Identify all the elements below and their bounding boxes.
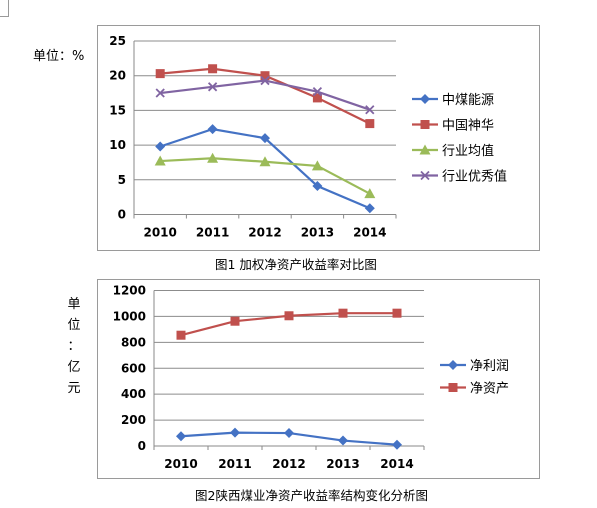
chart2-legend-label: 净资产 bbox=[470, 382, 509, 397]
chart2-ytick-label: 200 bbox=[121, 413, 146, 427]
chart2-ytick-label: 0 bbox=[138, 439, 146, 453]
chart2-xtick-label: 2012 bbox=[272, 457, 305, 471]
chart1-legend-label: 中国神华 bbox=[442, 119, 494, 134]
corner-mark bbox=[0, 0, 9, 17]
chart1-ytick-label: 15 bbox=[109, 103, 126, 117]
chart2-data-point bbox=[284, 428, 294, 439]
chart2-unit-label: 单 位 ： 亿 元 bbox=[66, 294, 82, 399]
chart1-xtick-label: 2011 bbox=[196, 226, 229, 240]
chart2-data-point bbox=[392, 308, 402, 318]
chart1-legend-marker bbox=[420, 170, 430, 181]
chart2-legend-marker bbox=[448, 383, 458, 392]
chart1-ytick-label: 5 bbox=[118, 173, 126, 187]
chart2-xtick-label: 2014 bbox=[380, 457, 413, 471]
chart1-legend-marker bbox=[420, 120, 430, 129]
chart2-ytick-label: 400 bbox=[121, 387, 146, 401]
chart1-frame bbox=[97, 25, 540, 251]
chart1-data-point bbox=[207, 82, 218, 92]
chart1-xtick-label: 2012 bbox=[248, 226, 281, 240]
chart1-data-point bbox=[154, 155, 166, 166]
chart1-data-point bbox=[312, 87, 323, 97]
chart1-data-point bbox=[207, 152, 219, 163]
chart2-data-point bbox=[230, 316, 240, 326]
chart2-xtick-label: 2013 bbox=[326, 457, 359, 471]
chart1-data-point bbox=[208, 64, 218, 74]
chart1-ytick-label: 10 bbox=[109, 138, 126, 152]
chart1-data-point bbox=[259, 156, 271, 167]
chart1-data-point bbox=[365, 105, 375, 115]
chart2-data-point bbox=[176, 330, 186, 340]
chart1-data-point bbox=[260, 75, 270, 86]
chart1-data-point bbox=[260, 133, 270, 144]
chart2-legend-label: 净利润 bbox=[470, 359, 509, 374]
chart1-ytick-label: 0 bbox=[118, 208, 126, 222]
chart1-data-point bbox=[364, 188, 376, 199]
chart1-xtick-label: 2010 bbox=[143, 226, 176, 240]
chart2-ytick-label: 800 bbox=[121, 335, 146, 349]
chart2-data-point bbox=[338, 308, 348, 318]
chart2-ytick-label: 1000 bbox=[113, 309, 146, 323]
chart2-xtick-label: 2011 bbox=[218, 457, 251, 471]
chart1-data-point bbox=[364, 203, 375, 214]
chart1-legend-marker bbox=[419, 144, 431, 155]
chart2-data-point bbox=[230, 427, 240, 438]
chart2-data-point bbox=[176, 431, 186, 442]
chart1-data-point bbox=[155, 141, 166, 152]
chart2-data-point bbox=[392, 439, 402, 450]
chart2-unit-text: 单 位 ： 亿 元 bbox=[67, 297, 81, 396]
chart1-legend-label: 行业优秀值 bbox=[442, 169, 507, 185]
chart1-data-point bbox=[155, 88, 165, 98]
chart2-data-point bbox=[284, 311, 294, 321]
chart2-xtick-label: 2010 bbox=[164, 457, 197, 471]
chart2-legend-marker bbox=[448, 360, 458, 370]
chart1-data-point bbox=[260, 71, 270, 81]
chart2-data-point bbox=[338, 435, 348, 446]
chart2-caption: 图2陕西煤业净资产收益率结构变化分析图 bbox=[195, 488, 428, 503]
chart1-xtick-label: 2014 bbox=[353, 226, 386, 240]
chart1-data-point bbox=[312, 181, 323, 192]
chart1-data-point bbox=[207, 124, 218, 135]
chart1-caption: 图1 加权净资产收益率对比图 bbox=[215, 257, 377, 272]
chart1-unit-label: 单位：% bbox=[33, 49, 85, 64]
chart1-legend-marker bbox=[420, 94, 430, 104]
chart1-series-line bbox=[160, 79, 371, 111]
chart1-ytick-label: 25 bbox=[109, 34, 126, 48]
chart1-legend-label: 行业均值 bbox=[442, 143, 494, 159]
chart2-ytick-label: 1200 bbox=[113, 284, 146, 298]
chart1-data-point bbox=[311, 160, 323, 171]
chart1-xtick-label: 2013 bbox=[301, 226, 334, 240]
chart1-data-point bbox=[155, 69, 165, 79]
chart1-data-point bbox=[365, 119, 375, 129]
chart1-ytick-label: 20 bbox=[109, 69, 126, 83]
chart1-data-point bbox=[312, 93, 322, 103]
chart2-ytick-label: 600 bbox=[121, 361, 146, 375]
chart1-legend-label: 中煤能源 bbox=[442, 93, 494, 108]
